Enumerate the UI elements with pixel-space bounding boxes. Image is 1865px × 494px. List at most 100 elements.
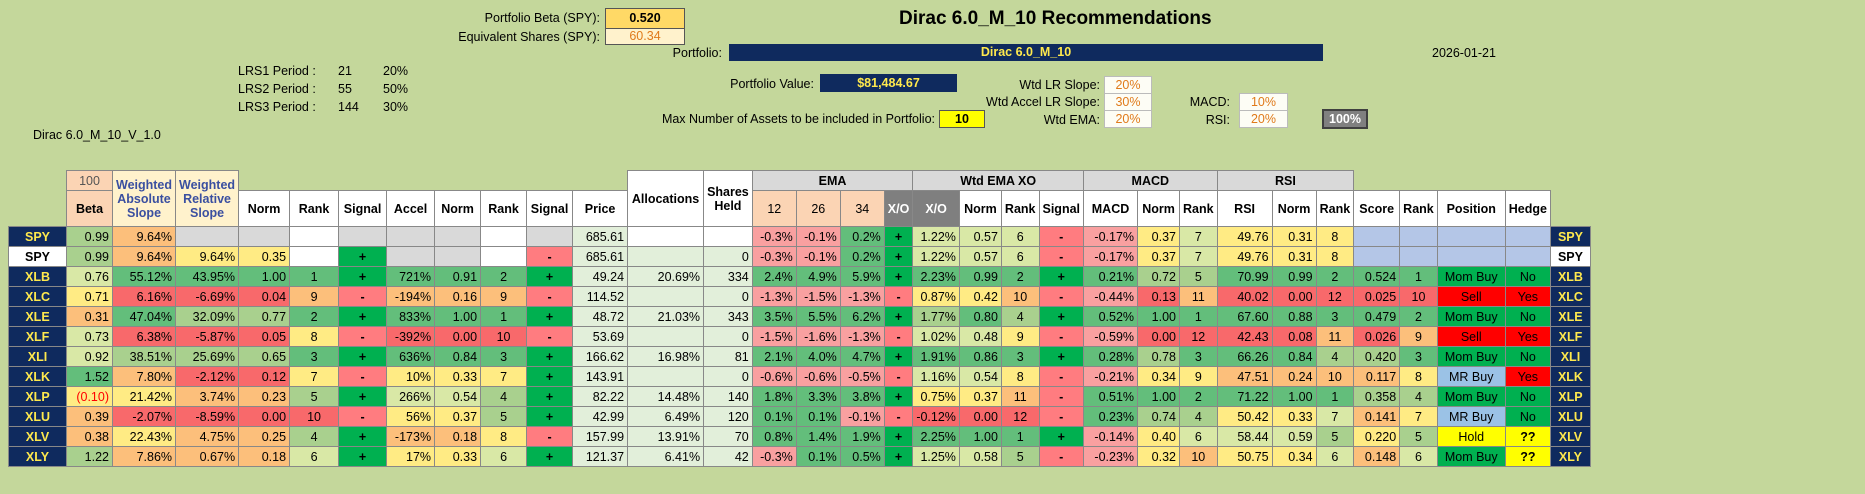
- weighted-abs-slope-cell[interactable]: 55.12%: [111, 266, 177, 287]
- norm-cell[interactable]: [238, 226, 291, 247]
- xo-cell[interactable]: +: [883, 346, 914, 367]
- ema34-cell[interactable]: 0.2%: [839, 246, 885, 267]
- price-cell[interactable]: 121.37: [572, 446, 629, 467]
- ema12-cell[interactable]: 2.4%: [751, 266, 797, 287]
- norm-cell[interactable]: 0.88: [1271, 306, 1317, 327]
- ema12-cell[interactable]: -0.3%: [751, 246, 797, 267]
- rank-cell[interactable]: 4: [1315, 346, 1355, 367]
- rank-cell[interactable]: 3: [1179, 346, 1218, 367]
- price-cell[interactable]: 166.62: [572, 346, 629, 367]
- price-cell[interactable]: 143.91: [572, 366, 629, 387]
- ema26-cell[interactable]: -1.5%: [795, 286, 841, 307]
- rank-cell[interactable]: 11: [1000, 386, 1040, 407]
- position-cell[interactable]: MR Buy: [1436, 406, 1506, 427]
- rank-cell[interactable]: [289, 246, 340, 267]
- norm-cell[interactable]: 0.23: [238, 386, 291, 407]
- score-rank-cell[interactable]: 9: [1399, 326, 1438, 347]
- rank-cell[interactable]: 9: [1179, 366, 1218, 387]
- hedge-cell[interactable]: ??: [1504, 426, 1551, 447]
- position-cell[interactable]: Mom Buy: [1436, 446, 1506, 467]
- ticker-cell[interactable]: SPY: [8, 226, 67, 247]
- rank-cell[interactable]: 2: [289, 306, 340, 327]
- weighted-abs-slope-cell[interactable]: 6.16%: [111, 286, 177, 307]
- score-rank-cell[interactable]: 6: [1399, 446, 1438, 467]
- accel-cell[interactable]: [386, 246, 436, 267]
- ema26-cell[interactable]: 1.4%: [795, 426, 841, 447]
- score-rank-cell[interactable]: 8: [1399, 366, 1438, 387]
- ema12-cell[interactable]: -0.3%: [751, 446, 797, 467]
- signal-cell[interactable]: -: [1038, 226, 1085, 247]
- score-rank-cell[interactable]: 3: [1399, 346, 1438, 367]
- hedge-cell[interactable]: [1504, 226, 1551, 247]
- rank-cell[interactable]: 5: [1179, 266, 1218, 287]
- norm-cell[interactable]: 0.72: [1137, 266, 1181, 287]
- beta-cell[interactable]: 0.73: [66, 326, 113, 347]
- ticker-cell[interactable]: XLC: [8, 286, 67, 307]
- accel-cell[interactable]: 721%: [386, 266, 436, 287]
- ema26-cell[interactable]: 4.9%: [795, 266, 841, 287]
- norm-cell[interactable]: 0.80: [958, 306, 1002, 327]
- shares-held-cell[interactable]: 140: [703, 386, 753, 407]
- signal-cell[interactable]: -: [526, 286, 574, 307]
- xo-cell[interactable]: -: [883, 286, 914, 307]
- ema34-cell[interactable]: 6.2%: [839, 306, 885, 327]
- rank-cell[interactable]: 8: [1315, 246, 1355, 267]
- score-cell[interactable]: [1353, 246, 1401, 267]
- price-cell[interactable]: 82.22: [572, 386, 629, 407]
- ema12-cell[interactable]: -1.5%: [751, 326, 797, 347]
- norm-cell[interactable]: 0.91: [434, 266, 482, 287]
- ticker-cell[interactable]: XLP: [8, 386, 67, 407]
- weighted-abs-slope-cell[interactable]: -2.07%: [111, 406, 177, 427]
- macd-weight-input[interactable]: 10%: [1239, 93, 1288, 111]
- norm-cell[interactable]: [434, 226, 482, 247]
- macd-cell[interactable]: -0.17%: [1083, 246, 1139, 267]
- weighted-rel-slope-cell[interactable]: 43.95%: [175, 266, 240, 287]
- norm-cell[interactable]: 0.00: [1271, 286, 1317, 307]
- accel-cell[interactable]: -392%: [386, 326, 436, 347]
- xo-cell[interactable]: -: [883, 366, 914, 387]
- norm-cell[interactable]: 0.32: [1137, 446, 1181, 467]
- rank-cell[interactable]: 11: [1315, 326, 1355, 347]
- hedge-cell[interactable]: [1504, 246, 1551, 267]
- macd-cell[interactable]: -0.14%: [1083, 426, 1139, 447]
- macd-cell[interactable]: -0.44%: [1083, 286, 1139, 307]
- weighted-abs-slope-cell[interactable]: 6.38%: [111, 326, 177, 347]
- rank-cell[interactable]: 6: [1315, 446, 1355, 467]
- shares-held-cell[interactable]: 81: [703, 346, 753, 367]
- rank-cell[interactable]: 1: [1179, 306, 1218, 327]
- rank-cell[interactable]: 8: [289, 326, 340, 347]
- accel-cell[interactable]: 56%: [386, 406, 436, 427]
- rank-cell[interactable]: 11: [1179, 286, 1218, 307]
- allocation-cell[interactable]: 20.69%: [627, 266, 705, 287]
- hedge-cell[interactable]: ??: [1504, 446, 1551, 467]
- norm-cell[interactable]: 0.34: [1137, 366, 1181, 387]
- ticker-cell[interactable]: XLB: [8, 266, 67, 287]
- ticker-cell[interactable]: XLE: [8, 306, 67, 327]
- norm-cell[interactable]: 0.84: [1271, 346, 1317, 367]
- ema34-cell[interactable]: -1.3%: [839, 286, 885, 307]
- norm-cell[interactable]: 0.16: [434, 286, 482, 307]
- rank-cell[interactable]: 3: [1000, 346, 1040, 367]
- allocation-cell[interactable]: [627, 326, 705, 347]
- ema26-cell[interactable]: 4.0%: [795, 346, 841, 367]
- rank-cell[interactable]: 4: [289, 426, 340, 447]
- macd-cell[interactable]: 0.28%: [1083, 346, 1139, 367]
- weighted-rel-slope-cell[interactable]: 4.75%: [175, 426, 240, 447]
- rank-cell[interactable]: [289, 226, 340, 247]
- wtd-accel-input[interactable]: 30%: [1104, 93, 1152, 111]
- norm-cell[interactable]: 0.31: [1271, 246, 1317, 267]
- norm-cell[interactable]: 0.86: [958, 346, 1002, 367]
- weighted-rel-slope-cell[interactable]: 32.09%: [175, 306, 240, 327]
- weighted-abs-slope-cell[interactable]: 38.51%: [111, 346, 177, 367]
- ticker-cell-right[interactable]: XLK: [1549, 366, 1591, 387]
- price-cell[interactable]: 48.72: [572, 306, 629, 327]
- weighted-rel-slope-cell[interactable]: -6.69%: [175, 286, 240, 307]
- norm-cell[interactable]: 0.00: [1137, 326, 1181, 347]
- weighted-rel-slope-cell[interactable]: [175, 226, 240, 247]
- shares-held-cell[interactable]: 0: [703, 286, 753, 307]
- ticker-cell[interactable]: XLK: [8, 366, 67, 387]
- accel-cell[interactable]: -173%: [386, 426, 436, 447]
- macd-cell[interactable]: -0.59%: [1083, 326, 1139, 347]
- rank-cell[interactable]: 6: [1179, 426, 1218, 447]
- ticker-cell-right[interactable]: XLI: [1549, 346, 1591, 367]
